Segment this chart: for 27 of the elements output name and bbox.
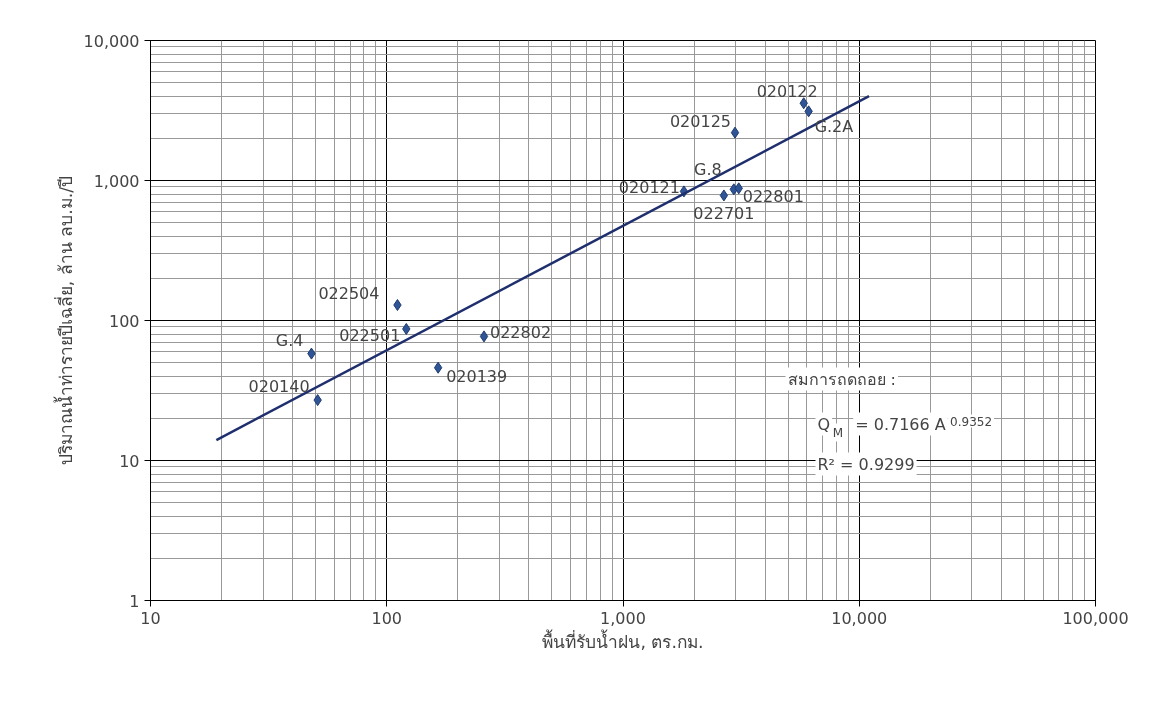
annotation: 022802 bbox=[490, 323, 552, 343]
y-tick-label: 10,000 bbox=[83, 31, 140, 51]
annotation: G.2A bbox=[814, 117, 854, 137]
x-tick-label: 100,000 bbox=[1062, 608, 1129, 628]
annotation: สมการถดถอย : bbox=[787, 369, 896, 389]
annotation: 020139 bbox=[446, 366, 508, 386]
x-tick-label: 100 bbox=[371, 608, 403, 628]
x-tick-label: 1,000 bbox=[600, 608, 646, 628]
x-axis-title: พื้นที่รับน้ำฝน, ตร.กม. bbox=[542, 628, 704, 652]
annotation: 020140 bbox=[248, 377, 310, 397]
x-tick-label: 10 bbox=[140, 608, 161, 628]
annotation: G.8 bbox=[694, 160, 722, 180]
annotation: 022801 bbox=[742, 187, 804, 207]
annotation: 022504 bbox=[318, 284, 380, 304]
annotation: R² = 0.9299 bbox=[817, 454, 915, 474]
y-axis-title: ปริมาณน้ำท่ารายปีเฉลี่ย, ล้าน ลบ.ม./ปี bbox=[52, 175, 76, 466]
x-tick-label: 10,000 bbox=[831, 608, 888, 628]
y-tick-label: 1 bbox=[129, 591, 140, 611]
y-tick-label: 10 bbox=[119, 451, 140, 471]
annotation: G.4 bbox=[275, 330, 304, 350]
y-tick-label: 100 bbox=[108, 311, 140, 331]
y-tick-label: 1,000 bbox=[93, 171, 140, 191]
annotation: 022701 bbox=[693, 204, 755, 224]
annotation: 020122 bbox=[756, 82, 818, 102]
annotation: 020121 bbox=[618, 178, 680, 198]
annotation: 020125 bbox=[669, 111, 731, 131]
annotation: 022501 bbox=[339, 325, 401, 345]
